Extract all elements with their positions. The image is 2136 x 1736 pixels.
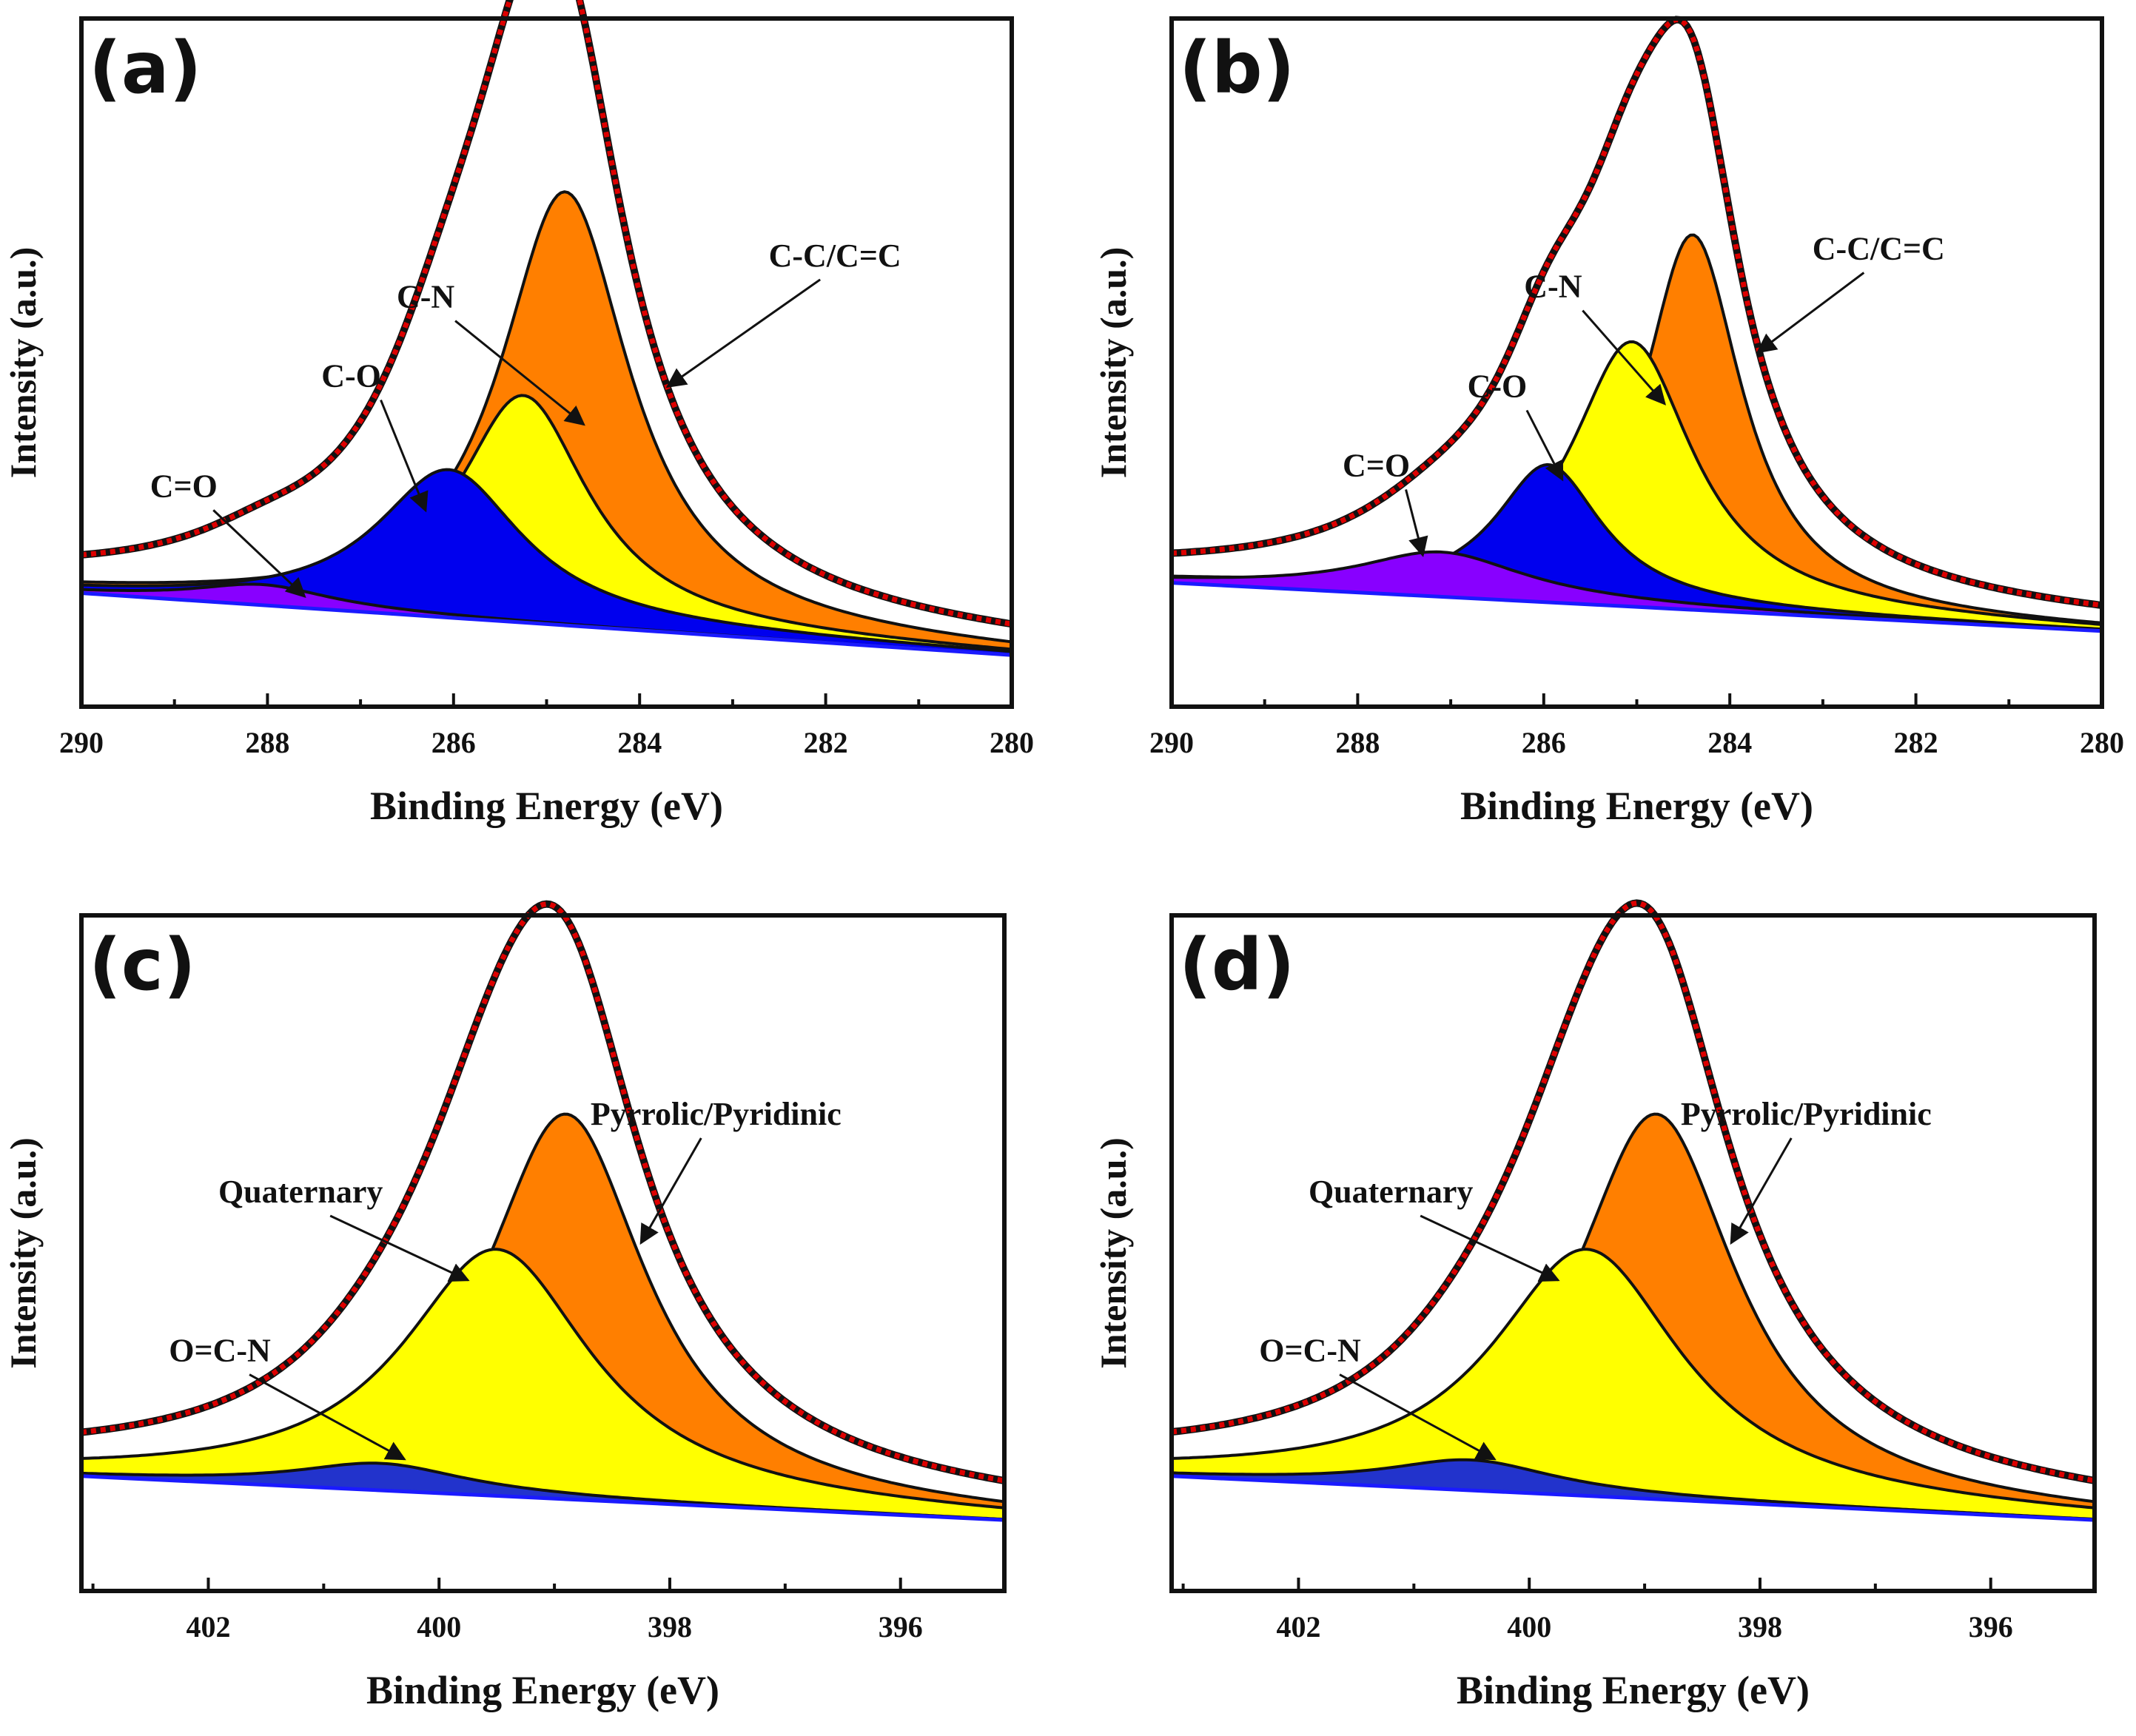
x-tick-label: 400 (417, 1610, 461, 1644)
peak-arrow-pyrrolic-pyridinic (639, 1137, 702, 1245)
y-axis-title: Intensity (a.u.) (2, 247, 44, 479)
x-tick-label: 286 (1522, 726, 1566, 759)
panel-letter: (a) (89, 27, 202, 110)
x-tick-label: 396 (879, 1610, 923, 1644)
background-line (1171, 1474, 2095, 1522)
x-tick-label: 288 (245, 726, 289, 759)
peak-arrow-quaternary (1420, 1214, 1560, 1282)
x-tick-label: 286 (431, 726, 476, 759)
peak-label-c-n: C-N (397, 279, 454, 315)
x-tick-label: 280 (990, 726, 1034, 759)
peak-arrow-c-c-c-c (665, 278, 822, 388)
peak-label-c-o: C=O (150, 468, 218, 504)
envelope-dots (1171, 900, 2095, 1484)
peak-arrow-pyrrolic-pyridinic (1730, 1137, 1793, 1245)
peak-arrow-quaternary (329, 1214, 470, 1282)
x-axis-title: Binding Energy (eV) (366, 1668, 719, 1712)
x-tick-label: 290 (59, 726, 104, 759)
x-tick-label: 396 (1969, 1610, 2013, 1644)
panel-letter: (d) (1179, 923, 1294, 1006)
peak-label-c-c-c-c: C-C/C=C (769, 238, 901, 274)
peak-label-o-c-n: O=C-N (169, 1333, 271, 1369)
x-axis-title: Binding Energy (eV) (1460, 784, 1813, 828)
peak-label-c-o: C=O (1343, 447, 1410, 483)
peak-arrow-o-c-n (1339, 1373, 1497, 1461)
panel-b: 290 288 286 284 282 280 Binding Energy (eV) Int… (1092, 16, 2124, 828)
peak-label-o-c-n: O=C-N (1259, 1333, 1361, 1369)
plot-frame (79, 913, 1007, 1593)
peak-arrow-c-n (454, 320, 585, 426)
panel-a: 290 288 286 284 282 280 Binding Energy (eV) Int… (2, 0, 1034, 828)
background-line (1171, 581, 2103, 633)
peak-arrow-c-o (212, 509, 306, 599)
x-tick-label: 290 (1149, 726, 1194, 759)
peak-label-quaternary: Quaternary (218, 1174, 383, 1210)
peak-label-c-n: C-N (1524, 269, 1582, 305)
x-tick-label: 284 (1707, 726, 1752, 759)
background-line (81, 591, 1012, 657)
y-axis-title: Intensity (a.u.) (2, 1137, 44, 1369)
x-tick-label: 398 (648, 1610, 692, 1644)
y-axis-title: Intensity (a.u.) (1092, 1137, 1134, 1369)
plot-frame (1169, 913, 2097, 1593)
x-tick-label: 284 (617, 726, 662, 759)
x-axis-title: Binding Energy (eV) (1457, 1668, 1810, 1712)
x-tick-label: 398 (1738, 1610, 1782, 1644)
peak-label-c-o: C-O (1468, 369, 1528, 405)
y-axis-title: Intensity (a.u.) (1092, 247, 1134, 479)
envelope-dots (81, 901, 1005, 1484)
envelope-dots (81, 0, 1012, 627)
envelope-dots (1171, 16, 2103, 608)
x-tick-label: 400 (1507, 1610, 1551, 1644)
background-line (81, 1474, 1005, 1522)
panel-d: 402 400 398 396 Binding Energy (eV) Intensity… (1092, 899, 2097, 1712)
peak-label-pyrrolic-pyridinic: Pyrrolic/Pyridinic (591, 1096, 842, 1132)
peak-arrow-c-c-c-c (1756, 272, 1865, 354)
x-tick-label: 402 (186, 1610, 230, 1644)
peak-arrow-c-n (1582, 309, 1666, 406)
peak-arrow-c-o (380, 399, 429, 513)
peak-arrow-c-o (1525, 409, 1564, 482)
peak-arrow-c-o (1405, 489, 1428, 558)
peak-label-quaternary: Quaternary (1309, 1174, 1473, 1210)
panel-c: 402 400 398 396 Binding Energy (eV) Intensity… (2, 900, 1007, 1712)
peak-label-pyrrolic-pyridinic: Pyrrolic/Pyridinic (1681, 1096, 1932, 1132)
peak-arrow-o-c-n (249, 1373, 406, 1461)
panel-letter: (b) (1179, 27, 1294, 110)
x-tick-label: 280 (2080, 726, 2124, 759)
panel-letter: (c) (89, 923, 196, 1006)
x-axis-title: Binding Energy (eV) (370, 784, 723, 828)
peak-label-c-o: C-O (321, 358, 381, 394)
peak-label-c-c-c-c: C-C/C=C (1813, 231, 1945, 267)
x-tick-label: 282 (1894, 726, 1938, 759)
x-tick-label: 288 (1335, 726, 1380, 759)
x-tick-label: 402 (1276, 1610, 1320, 1644)
x-tick-label: 282 (804, 726, 848, 759)
